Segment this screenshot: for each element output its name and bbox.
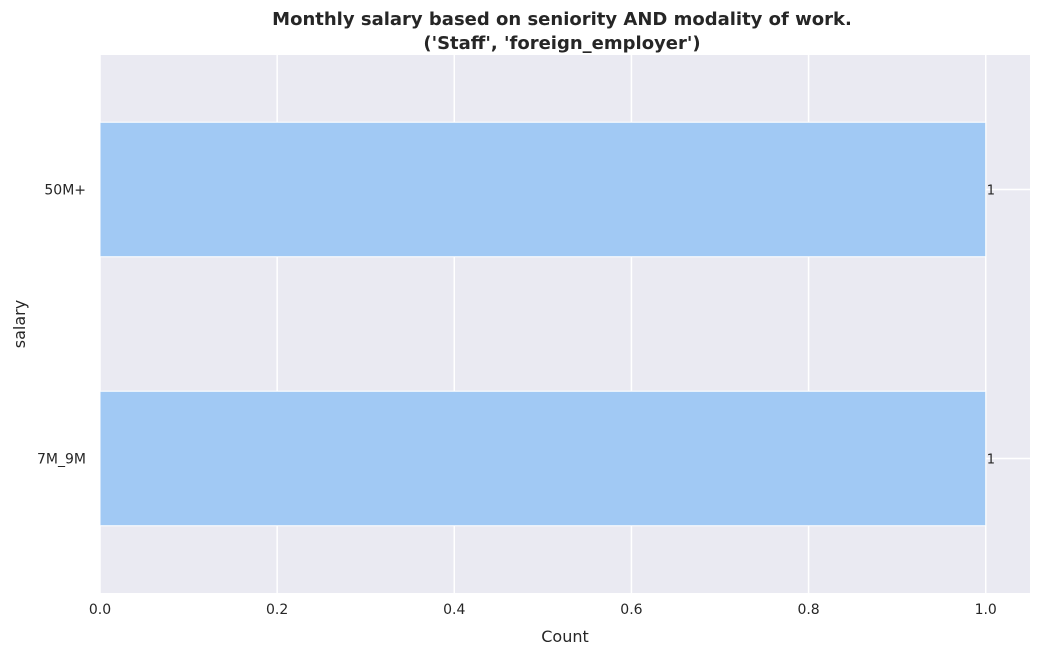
bar-1 — [99, 390, 987, 527]
chart-subtitle: ('Staff', 'foreign_employer') — [423, 33, 700, 54]
data-label-1: 1 — [987, 453, 995, 468]
y-tick-label-1: 7M_9M — [37, 452, 86, 468]
data-labels: 11 — [987, 184, 995, 468]
x-tick-label-1: 0.2 — [266, 602, 288, 618]
chart-title: Monthly salary based on seniority AND mo… — [272, 9, 852, 30]
y-tick-label-0: 50M+ — [44, 183, 86, 199]
bar-0 — [99, 121, 987, 258]
y-axis-label: salary — [10, 300, 29, 348]
x-tick-labels: 0.0 0.2 0.4 0.6 0.8 1.0 — [89, 602, 997, 618]
x-axis-label: Count — [541, 627, 589, 646]
data-label-0: 1 — [987, 184, 995, 199]
bars — [99, 121, 987, 527]
x-tick-label-5: 1.0 — [975, 602, 997, 618]
x-tick-label-3: 0.6 — [620, 602, 642, 618]
x-tick-label-4: 0.8 — [797, 602, 819, 618]
x-tick-label-0: 0.0 — [89, 602, 111, 618]
x-tick-label-2: 0.4 — [443, 602, 465, 618]
y-tick-labels: 50M+ 7M_9M — [37, 183, 86, 468]
